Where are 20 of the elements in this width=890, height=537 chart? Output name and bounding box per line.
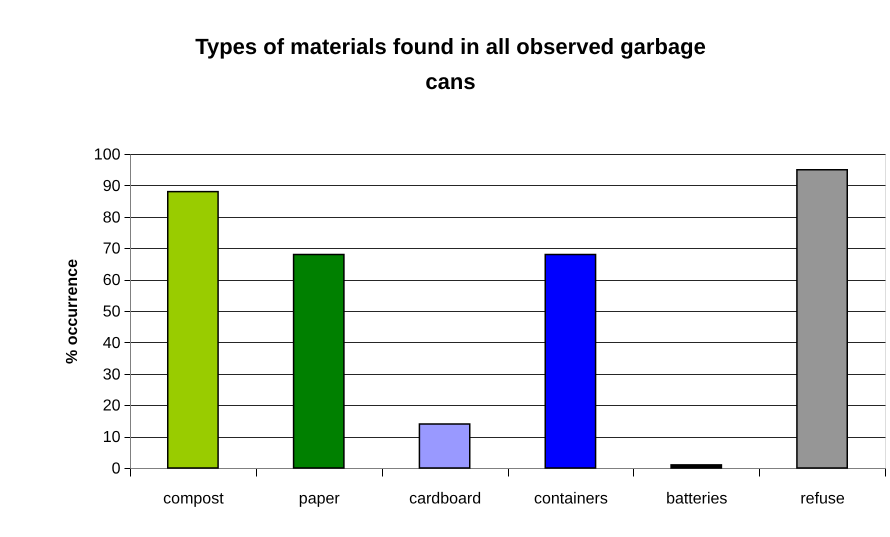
x-tick-label: containers [534, 490, 608, 508]
x-tick-label: paper [298, 490, 340, 508]
y-tick-label: 50 [102, 304, 121, 320]
x-tick-label: batteries [666, 490, 728, 508]
x-tick-label: refuse [800, 490, 845, 508]
chart-title: Types of materials found in all observed garbage cans [195, 34, 706, 94]
y-tick-label: 20 [102, 398, 121, 415]
x-tick-label: cardboard [409, 490, 482, 508]
bar [670, 464, 722, 469]
y-tick-label: 60 [102, 272, 121, 290]
y-tick-label: 30 [102, 366, 121, 384]
y-tick-label: 0 [112, 460, 121, 478]
y-tick-label: 70 [102, 240, 121, 258]
y-tick-label: 90 [102, 178, 121, 195]
y-tick-label: 100 [94, 146, 121, 164]
y-tick-label: 40 [102, 334, 121, 352]
y-axis-title: % occurrence [64, 258, 81, 364]
x-tick-label: compost [163, 490, 224, 508]
y-tick-label: 10 [102, 429, 121, 446]
y-tick-label: 80 [102, 209, 121, 226]
